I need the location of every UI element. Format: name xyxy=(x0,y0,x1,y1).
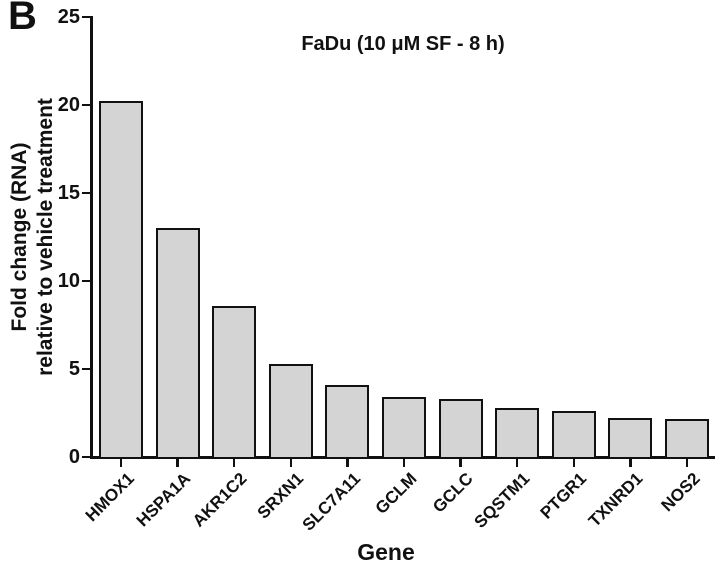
x-tick-HMOX1 xyxy=(119,458,123,467)
chart-title: FaDu (10 μM SF - 8 h) xyxy=(301,33,505,55)
x-tick-TXNRD1 xyxy=(629,458,632,467)
y-tick-15 xyxy=(82,191,90,195)
y-tick-label-15: 15 xyxy=(57,182,80,204)
x-tick-AKR1C2 xyxy=(232,458,236,467)
x-tick-label-HSPA1A: HSPA1A xyxy=(132,469,195,531)
x-tick-label-TXNRD1: TXNRD1 xyxy=(585,469,647,531)
x-tick-GCLC xyxy=(459,458,462,467)
x-tick-label-AKR1C2: AKR1C2 xyxy=(189,469,251,531)
y-tick-20 xyxy=(82,103,90,107)
x-tick-PTGR1 xyxy=(572,458,576,467)
bar-HSPA1A xyxy=(155,228,200,459)
x-tick-label-SLC7A11: SLC7A11 xyxy=(298,469,364,535)
y-tick-label-5: 5 xyxy=(68,358,80,380)
panel-label: B xyxy=(8,0,37,38)
x-tick-SLC7A11 xyxy=(346,458,349,467)
bar-SQSTM1 xyxy=(495,407,540,459)
x-tick-label-GCLM: GCLM xyxy=(371,469,421,518)
x-tick-HSPA1A xyxy=(176,458,179,467)
x-tick-label-PTGR1: PTGR1 xyxy=(536,469,591,523)
bar-TXNRD1 xyxy=(608,418,653,459)
x-tick-label-NOS2: NOS2 xyxy=(657,469,704,516)
x-tick-SRXN1 xyxy=(289,458,293,467)
bar-SRXN1 xyxy=(268,363,313,459)
y-axis-label: Fold change (RNA) relative to vehicle tr… xyxy=(7,0,59,477)
x-tick-SQSTM1 xyxy=(515,458,519,467)
bar-GCLM xyxy=(382,397,426,459)
bar-PTGR1 xyxy=(551,411,596,459)
bar-AKR1C2 xyxy=(212,305,257,459)
y-axis-line xyxy=(90,15,93,459)
y-tick-5 xyxy=(82,367,90,371)
y-tick-label-20: 20 xyxy=(57,94,80,116)
x-tick-label-GCLC: GCLC xyxy=(429,469,478,517)
x-tick-label-HMOX1: HMOX1 xyxy=(81,469,138,526)
x-tick-GCLM xyxy=(402,458,406,467)
y-tick-label-25: 25 xyxy=(57,6,80,28)
x-axis-label: Gene xyxy=(357,539,415,565)
y-axis-label-line1: Fold change (RNA) xyxy=(8,142,31,332)
x-tick-NOS2 xyxy=(685,458,689,467)
y-tick-label-0: 0 xyxy=(68,446,80,468)
x-tick-label-SRXN1: SRXN1 xyxy=(253,469,308,523)
bar-SLC7A11 xyxy=(325,384,370,459)
x-tick-label-SQSTM1: SQSTM1 xyxy=(470,469,534,532)
y-tick-10 xyxy=(82,279,90,283)
bar-NOS2 xyxy=(665,419,709,459)
y-tick-0 xyxy=(82,455,90,459)
y-tick-label-10: 10 xyxy=(57,270,80,292)
y-axis-label-line2: relative to vehicle treatment xyxy=(34,98,57,376)
bar-GCLC xyxy=(438,398,483,459)
bar-HMOX1 xyxy=(99,101,143,459)
y-tick-25 xyxy=(82,15,90,19)
